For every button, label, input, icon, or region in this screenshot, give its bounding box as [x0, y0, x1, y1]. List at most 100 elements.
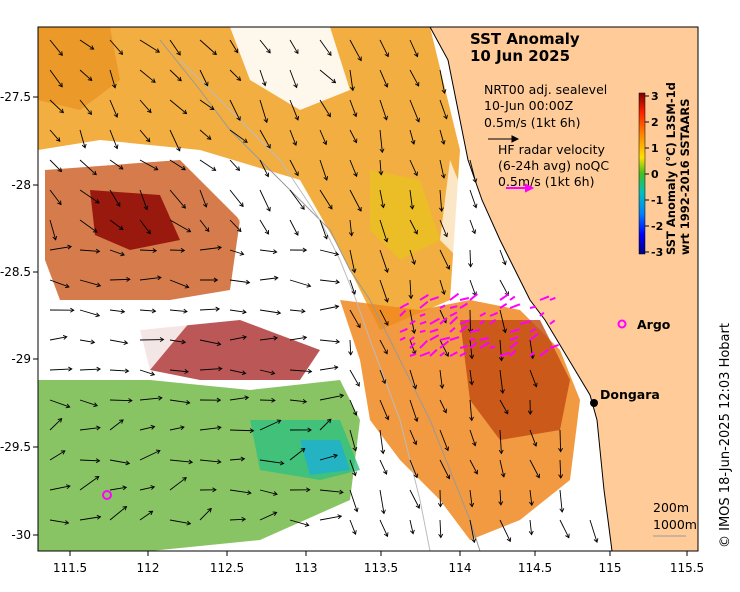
current-vector	[169, 129, 181, 152]
current-vector-head	[442, 408, 447, 414]
current-vector	[499, 459, 505, 477]
current-vector-head	[67, 244, 72, 250]
current-vector	[109, 506, 127, 521]
current-vector-head	[239, 202, 244, 208]
current-vector	[169, 189, 186, 209]
radar-vector	[489, 345, 496, 349]
current-vector-head	[236, 116, 241, 122]
current-vector-head	[411, 329, 417, 335]
current-vector	[259, 99, 268, 123]
current-vector	[139, 369, 155, 376]
current-vector	[289, 69, 298, 88]
current-vector	[79, 189, 100, 204]
current-vector-head	[264, 229, 269, 235]
current-vector	[319, 99, 331, 117]
current-vector	[439, 369, 443, 389]
current-vector-head	[264, 172, 270, 178]
current-vector-head	[381, 509, 386, 515]
sealevel-scale-arrow	[488, 135, 520, 143]
colorbar-label-line2: wrt 1992-2016 SSTAARS	[678, 98, 692, 255]
radar-vector	[489, 318, 497, 325]
colorbar	[638, 92, 646, 255]
current-vector	[109, 39, 123, 55]
current-vector	[109, 189, 121, 207]
current-vector-head	[322, 140, 328, 146]
current-vector	[199, 508, 212, 521]
current-vector	[319, 366, 338, 371]
current-vector	[229, 396, 249, 401]
current-vector-head	[302, 335, 308, 341]
current-vector-head	[468, 263, 473, 268]
current-vector-head	[410, 529, 415, 535]
radar-vector	[429, 348, 438, 357]
current-vector-head	[143, 205, 149, 211]
radar-vector	[479, 312, 487, 317]
radar-vector	[429, 328, 439, 333]
current-vector-head	[66, 484, 71, 490]
current-vector-head	[263, 118, 269, 124]
current-vector	[559, 459, 562, 479]
radar-vector	[509, 328, 520, 333]
current-vector-head	[64, 283, 70, 289]
current-vector	[139, 159, 158, 171]
current-vector-head	[473, 469, 478, 475]
current-vector	[499, 399, 509, 415]
current-vector-head	[498, 501, 504, 506]
radar-vector	[449, 305, 458, 309]
radar-vector	[429, 317, 440, 325]
current-vector	[439, 69, 446, 94]
current-vector	[349, 129, 357, 143]
current-vector-head	[123, 340, 129, 345]
current-vector	[49, 219, 57, 240]
radar-vector	[429, 334, 440, 341]
current-vector	[319, 69, 336, 84]
current-vector	[199, 69, 209, 86]
current-vector-head	[327, 51, 332, 57]
current-vector	[289, 189, 305, 210]
current-vector-head	[155, 449, 161, 455]
current-vector-head	[261, 81, 267, 87]
current-vector-head	[125, 460, 131, 466]
current-vector	[229, 39, 239, 53]
radar-vector	[549, 296, 556, 301]
current-vector	[199, 189, 207, 208]
current-vector	[319, 394, 344, 401]
current-vector-head	[180, 247, 186, 253]
current-vector-head	[184, 369, 189, 374]
radar-vector	[449, 326, 456, 333]
current-vector-head	[334, 304, 340, 310]
current-vector-head	[150, 371, 156, 377]
current-vector	[259, 309, 281, 314]
current-vector	[79, 279, 101, 287]
current-vector-head	[335, 279, 341, 285]
current-vector	[379, 519, 388, 537]
current-vector	[409, 519, 414, 534]
current-vector-head	[352, 530, 357, 535]
current-vector	[319, 515, 342, 521]
current-vector	[409, 249, 416, 265]
current-vector-head	[294, 115, 300, 121]
x-tick-label: 113.5	[364, 561, 398, 575]
radar-vector	[419, 294, 429, 301]
x-tick-label: 115	[599, 561, 622, 575]
current-vector-head	[58, 51, 63, 56]
current-vector-head	[209, 105, 215, 111]
current-vectors	[49, 39, 599, 544]
current-vector	[109, 459, 130, 464]
current-vector	[469, 519, 475, 543]
radar-vector	[409, 320, 416, 325]
current-vector-head	[352, 471, 357, 477]
current-vector-head	[413, 171, 418, 177]
current-vector-head	[413, 417, 419, 423]
current-vector-head	[92, 170, 97, 176]
current-vector-head	[409, 205, 415, 210]
radar-vector	[419, 320, 427, 325]
current-vector	[199, 129, 212, 140]
radar-vector	[449, 336, 460, 341]
current-vector-head	[438, 207, 444, 213]
current-vector-head	[58, 82, 63, 88]
current-vector-head	[216, 397, 222, 403]
current-vector	[439, 219, 448, 237]
current-vector	[79, 399, 98, 407]
current-vector-head	[353, 507, 359, 513]
